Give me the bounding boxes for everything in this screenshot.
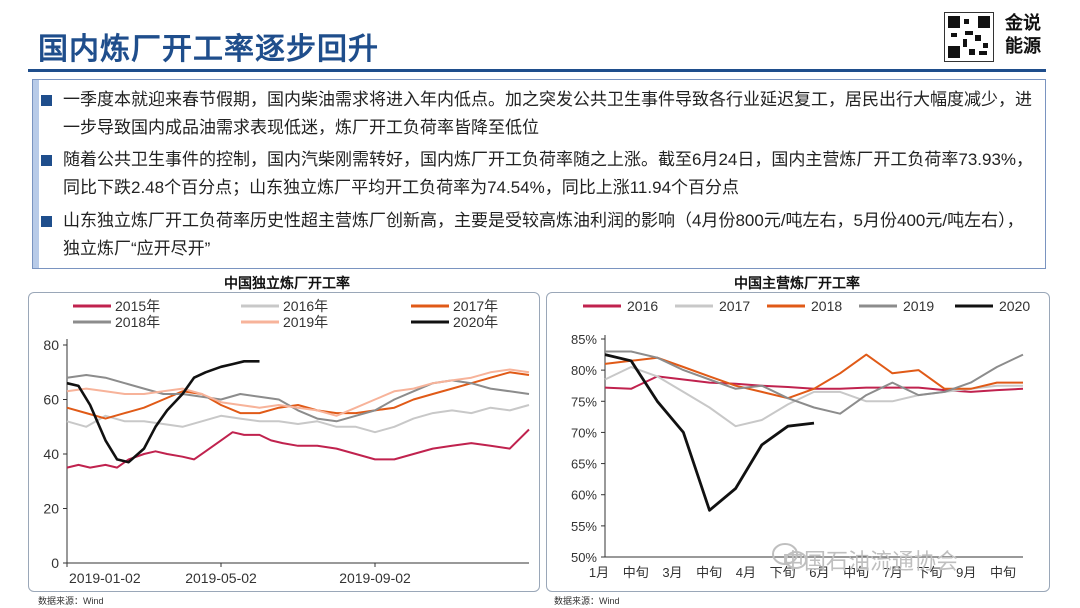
legend-label: 2019: [903, 298, 934, 314]
legend-label: 2019年: [283, 314, 328, 330]
summary-accent-bar: [33, 80, 39, 268]
y-tick-label: 75%: [571, 394, 597, 409]
bullet-item: 一季度本就迎来春节假期，国内柴油需求将进入年内低点。加之突发公共卫生事件导致各行…: [41, 86, 1035, 142]
series-line-2017: [604, 366, 1023, 428]
y-tick-label: 80%: [571, 363, 597, 378]
chart-title-state: 中国主营炼厂开工率: [734, 275, 860, 291]
x-tick-label: 3月: [662, 565, 682, 580]
series-line-2017年: [66, 371, 530, 420]
y-tick-label: 20: [43, 501, 59, 517]
wechat-icon: [772, 543, 807, 569]
chart-panel-independent: 0 20 40 60 80 2019-01-02 2019-05-02 2019-09-02 2…: [28, 292, 540, 592]
legend-label: 2017年: [453, 298, 498, 314]
y-tick-label: 60: [43, 392, 59, 408]
chart-panel-state: 50% 55% 60% 65% 70% 75% 80% 85% 1月 中旬 3月 中旬 4月 下旬 6月 中旬…: [546, 292, 1050, 592]
brand-logo: 金说 能源: [944, 12, 1048, 64]
title-underline: [28, 69, 1046, 72]
series-line-2019年: [66, 368, 530, 417]
y-tick-label: 50%: [571, 550, 597, 565]
x-tick-label: 中旬: [696, 565, 722, 580]
independent-refinery-chart: 0 20 40 60 80 2019-01-02 2019-05-02 2019-09-02 2…: [43, 298, 530, 586]
summary-box: 一季度本就迎来春节假期，国内柴油需求将进入年内低点。加之突发公共卫生事件导致各行…: [32, 79, 1046, 269]
series-line-2016年: [66, 404, 530, 434]
x-tick-label: 4月: [736, 565, 756, 580]
x-tick-label: 2019-05-02: [185, 570, 257, 586]
bullet-item: 随着公共卫生事件的控制，国内汽柴刚需转好，国内炼厂开工负荷率随之上涨。截至6月2…: [41, 146, 1035, 202]
x-tick-label: 1月: [589, 565, 609, 580]
page-title: 国内炼厂开工率逐步回升: [38, 32, 379, 67]
data-source-left: 数据来源：Wind: [38, 596, 104, 606]
legend-label: 2015年: [115, 298, 160, 314]
y-tick-label: 80: [43, 337, 59, 353]
chart-title-independent: 中国独立炼厂开工率: [224, 275, 350, 291]
data-source-right: 数据来源：Wind: [554, 596, 620, 606]
series-line-2019: [605, 350, 1024, 415]
series-line-2015年: [66, 428, 530, 469]
y-tick-label: 65%: [571, 457, 597, 472]
x-tick-label: 7月: [883, 565, 903, 580]
bullet-square-icon: [41, 155, 52, 166]
legend-label: 2020年: [453, 314, 498, 330]
x-tick-label: 中旬: [990, 565, 1016, 580]
brand-name: 金说 能源: [1005, 13, 1041, 57]
legend-label: 2018年: [115, 314, 160, 330]
bullet-square-icon: [41, 216, 52, 227]
state-refinery-chart: 50%55%60%65%70%75%80%85%1月 中旬 3月 中旬 4月 下旬 6月 中旬…: [571, 298, 1030, 580]
y-tick-label: 85%: [571, 332, 597, 347]
qr-code-icon: [944, 12, 994, 62]
x-tick-label: 9月: [956, 565, 976, 580]
y-tick-label: 0: [51, 555, 59, 571]
watermark-text: 中国石油流通协会: [782, 550, 959, 575]
legend-label: 2020: [999, 298, 1030, 314]
bullet-item: 山东独立炼厂开工负荷率历史性超主营炼厂创新高，主要是受较高炼油利润的影响（4月份…: [41, 207, 1035, 263]
series-line-2020: [604, 353, 815, 512]
x-tick-label: 2019-01-02: [69, 570, 141, 586]
series-line-2020年: [66, 360, 260, 464]
x-tick-label: 2019-09-02: [339, 570, 411, 586]
x-tick-label: 中旬: [623, 565, 649, 580]
legend-label: 2017: [719, 298, 750, 314]
y-tick-label: 60%: [571, 488, 597, 503]
y-tick-label: 40: [43, 446, 59, 462]
x-tick-label: 中旬: [843, 565, 869, 580]
x-tick-label: 下旬: [917, 565, 943, 580]
y-tick-label: 70%: [571, 425, 597, 440]
legend-label: 2016: [627, 298, 658, 314]
bullet-square-icon: [41, 95, 52, 106]
x-tick-label: 下旬: [770, 565, 796, 580]
y-tick-label: 55%: [571, 519, 597, 534]
legend-label: 2018: [811, 298, 842, 314]
x-tick-label: 6月: [809, 565, 829, 580]
legend-label: 2016年: [283, 298, 328, 314]
series-line-2018年: [66, 374, 530, 423]
